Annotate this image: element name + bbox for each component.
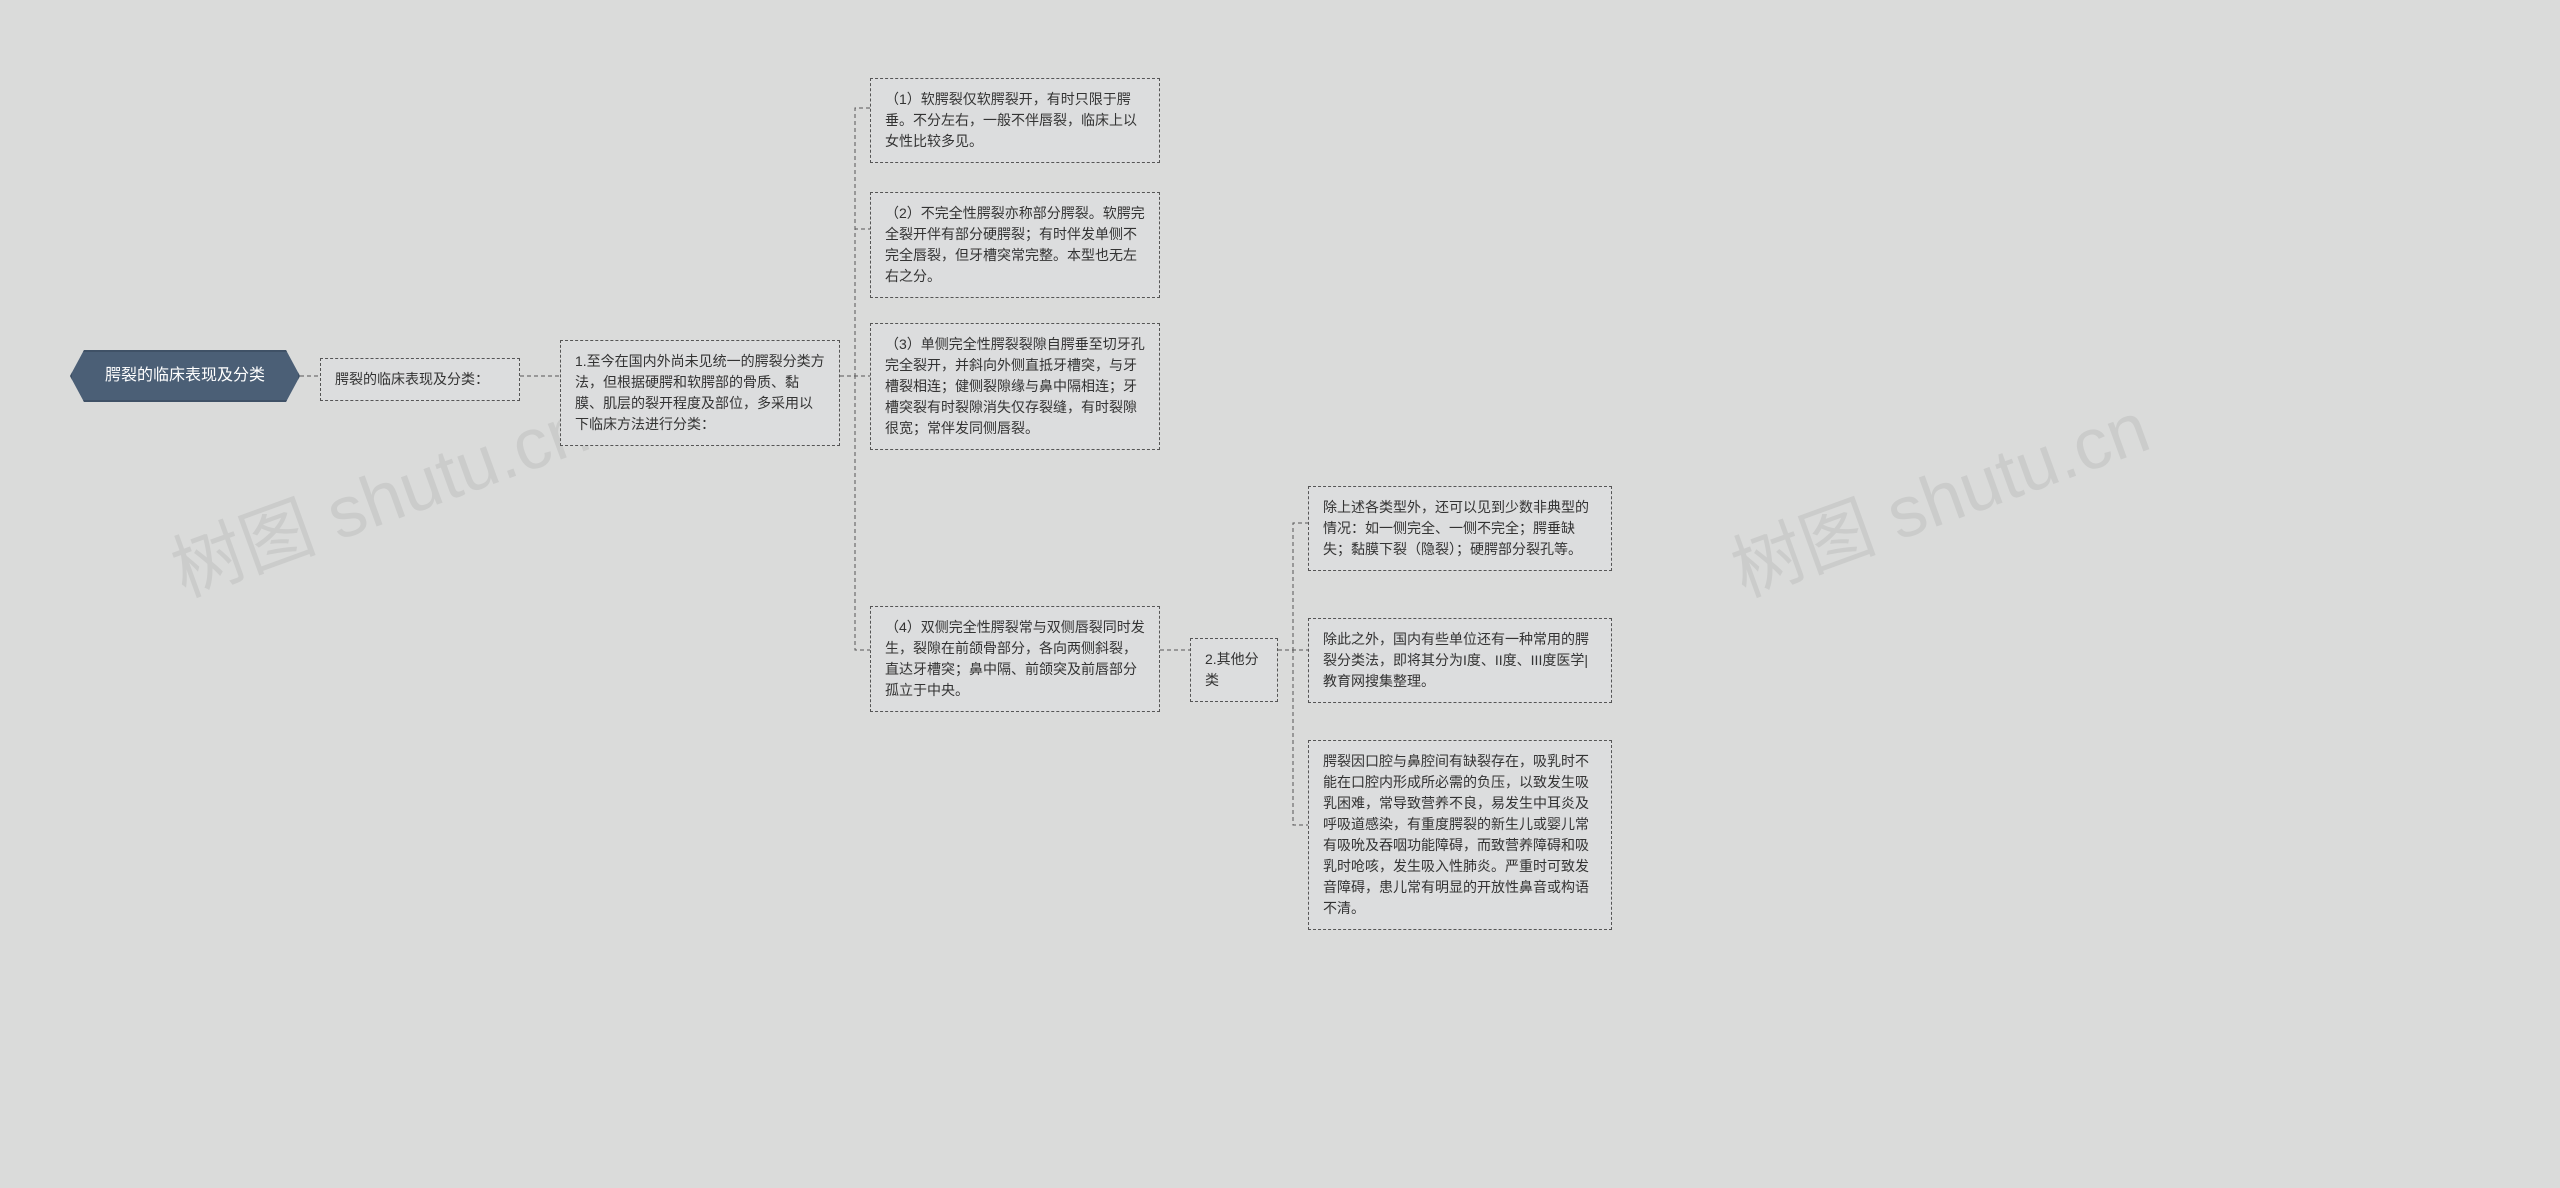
node-level5-2: 腭裂因口腔与鼻腔间有缺裂存在，吸乳时不能在口腔内形成所必需的负压，以致发生吸乳困…	[1308, 740, 1612, 930]
watermark: 树图 shutu.cn	[155, 369, 601, 617]
node-text: 腭裂的临床表现及分类：	[335, 371, 489, 387]
node-level3-3: （4）双侧完全性腭裂常与双侧唇裂同时发生，裂隙在前颌骨部分，各向两侧斜裂，直达牙…	[870, 606, 1160, 712]
node-level4: 2.其他分类	[1190, 638, 1278, 702]
node-level5-1: 除此之外，国内有些单位还有一种常用的腭裂分类法，即将其分为I度、II度、III度…	[1308, 618, 1612, 703]
node-level3-0: （1）软腭裂仅软腭裂开，有时只限于腭垂。不分左右，一般不伴唇裂，临床上以女性比较…	[870, 78, 1160, 163]
root-node: 腭裂的临床表现及分类	[70, 350, 300, 402]
node-text: 1.至今在国内外尚未见统一的腭裂分类方法，但根据硬腭和软腭部的骨质、黏膜、肌层的…	[575, 353, 825, 432]
node-level5-0: 除上述各类型外，还可以见到少数非典型的情况：如一侧完全、一侧不完全；腭垂缺失；黏…	[1308, 486, 1612, 571]
node-text: 2.其他分类	[1205, 651, 1259, 688]
node-level1: 腭裂的临床表现及分类：	[320, 358, 520, 401]
node-text: 除上述各类型外，还可以见到少数非典型的情况：如一侧完全、一侧不完全；腭垂缺失；黏…	[1323, 499, 1589, 557]
node-text: （4）双侧完全性腭裂常与双侧唇裂同时发生，裂隙在前颌骨部分，各向两侧斜裂，直达牙…	[885, 619, 1145, 698]
node-text: （2）不完全性腭裂亦称部分腭裂。软腭完全裂开伴有部分硬腭裂；有时伴发单侧不完全唇…	[885, 205, 1145, 284]
connectors	[0, 0, 2560, 1188]
node-text: （3）单侧完全性腭裂裂隙自腭垂至切牙孔完全裂开，并斜向外侧直抵牙槽突，与牙槽裂相…	[885, 336, 1145, 436]
watermark: 树图 shutu.cn	[1715, 369, 2161, 617]
node-text: （1）软腭裂仅软腭裂开，有时只限于腭垂。不分左右，一般不伴唇裂，临床上以女性比较…	[885, 91, 1137, 149]
node-level3-1: （2）不完全性腭裂亦称部分腭裂。软腭完全裂开伴有部分硬腭裂；有时伴发单侧不完全唇…	[870, 192, 1160, 298]
node-level3-2: （3）单侧完全性腭裂裂隙自腭垂至切牙孔完全裂开，并斜向外侧直抵牙槽突，与牙槽裂相…	[870, 323, 1160, 450]
node-text: 腭裂因口腔与鼻腔间有缺裂存在，吸乳时不能在口腔内形成所必需的负压，以致发生吸乳困…	[1323, 753, 1589, 916]
node-text: 除此之外，国内有些单位还有一种常用的腭裂分类法，即将其分为I度、II度、III度…	[1323, 631, 1589, 689]
root-label: 腭裂的临床表现及分类	[105, 364, 265, 388]
node-level2: 1.至今在国内外尚未见统一的腭裂分类方法，但根据硬腭和软腭部的骨质、黏膜、肌层的…	[560, 340, 840, 446]
